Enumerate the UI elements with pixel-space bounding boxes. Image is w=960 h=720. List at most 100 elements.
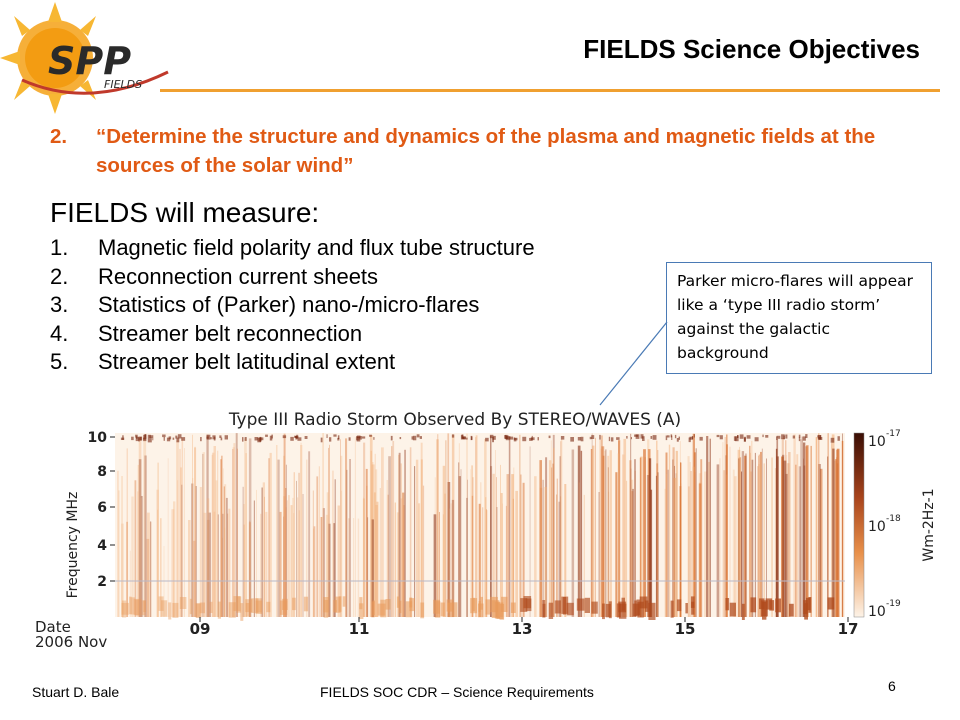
spectrogram-streak (345, 438, 348, 617)
list-text: Reconnection current sheets (98, 263, 379, 289)
spectrogram-streak (475, 437, 477, 617)
spectrogram-top-noise (485, 437, 489, 442)
spectrogram-streak (439, 512, 440, 617)
spectrogram-streak (256, 489, 257, 617)
spectrogram-streak (167, 458, 169, 617)
spectrogram-streak (475, 435, 478, 617)
spectrogram-streak (650, 489, 653, 617)
spectrogram-band (648, 602, 656, 620)
spectrogram-band (359, 597, 363, 610)
spectrogram-top-noise (135, 436, 139, 442)
spectrogram-streak (590, 449, 593, 617)
spectrogram-streak (156, 489, 159, 617)
spectrogram-top-noise (580, 436, 584, 442)
spectrogram-top-noise (373, 437, 375, 440)
spectrogram-top-noise (608, 436, 611, 442)
spectrogram-streak (179, 448, 181, 617)
spectrogram-streak (482, 507, 484, 617)
spectrogram-band (122, 600, 127, 618)
spectrogram-streak (605, 449, 607, 617)
spectrogram-streak (298, 472, 300, 617)
spectrogram-streak (447, 433, 450, 617)
spectrogram-streak (668, 444, 671, 617)
spectrogram-streak (520, 474, 522, 617)
spectrogram-top-noise (746, 435, 751, 439)
spectrogram-top-noise (390, 435, 393, 441)
spectrogram-top-noise (522, 436, 527, 442)
spectrogram-streak (202, 453, 204, 617)
spectrogram-streak (279, 511, 282, 617)
spectrogram-streak (775, 448, 778, 617)
spectrogram-top-noise (548, 435, 551, 439)
spectrogram-streak (403, 505, 405, 617)
spectrogram-band (765, 598, 773, 610)
spectrogram-streak (243, 504, 245, 617)
spectrogram-top-noise (462, 436, 466, 440)
spectrogram-streak (129, 550, 131, 617)
spectrogram-band (405, 601, 413, 618)
spectrogram-streak (492, 473, 495, 617)
spectrogram-streak (340, 455, 343, 617)
spectrogram-streak (302, 494, 304, 617)
spectrogram-top-noise (259, 436, 262, 442)
spectrogram-top-noise (140, 436, 142, 441)
spectrogram-streak (117, 470, 119, 617)
spectrogram-streak (559, 456, 561, 617)
spectrogram-streak (346, 469, 348, 617)
list-text: Streamer belt reconnection (98, 320, 363, 346)
spectrogram-streak (639, 457, 642, 617)
spectrogram-streak (400, 498, 403, 617)
spectrogram-top-noise (326, 434, 328, 438)
spectrogram-streak (496, 477, 497, 617)
spectrogram-band (775, 598, 781, 613)
spectrogram-band (303, 596, 309, 612)
spectrogram-streak (622, 454, 625, 617)
spectrogram-top-noise (168, 436, 172, 440)
spectrogram-top-noise (224, 435, 228, 440)
spectrogram-streak (422, 485, 425, 617)
spectrogram-streak (801, 436, 803, 617)
spectrogram-streak (290, 505, 293, 617)
spectrogram-streak (367, 517, 369, 617)
spectrogram-streak (604, 450, 606, 617)
spectrogram-streak (506, 474, 510, 617)
spectrogram-streak (300, 445, 303, 617)
spectrogram-streak (716, 464, 720, 617)
spectrogram-top-noise (177, 434, 182, 439)
measure-heading: FIELDS will measure: (50, 197, 320, 228)
spectrogram-streak (449, 508, 450, 617)
spectrogram-streak (242, 486, 244, 617)
colorbar-label: Wm-2Hz-1 (921, 488, 937, 561)
spectrogram-streak (556, 478, 558, 617)
spectrogram-streak (629, 460, 632, 617)
spectrogram-streak (276, 445, 278, 617)
spectrogram-band (266, 601, 271, 613)
spectrogram-streak (560, 496, 562, 617)
list-number: 3. (50, 292, 69, 317)
spectrogram-streak (188, 520, 191, 617)
spectrogram-top-noise (510, 436, 514, 440)
spectrogram-streak (580, 450, 583, 617)
spectrogram-streak (134, 480, 137, 617)
spectrogram-band (168, 602, 172, 620)
spectrogram-streak (298, 510, 300, 617)
spectrogram-band (485, 599, 491, 615)
logo-subtext: FIELDS (104, 78, 142, 91)
spectrogram-streak (732, 469, 735, 617)
spectrogram-top-noise (781, 434, 785, 440)
spectrogram-streak (609, 450, 612, 617)
spectrogram-streak (672, 447, 675, 617)
objective-text: “Determine the structure and dynamics of… (96, 125, 876, 177)
spectrogram-band (129, 596, 132, 615)
spectrogram-streak (692, 466, 695, 617)
spectrogram-streak (224, 484, 227, 617)
spectrogram-top-noise (269, 435, 273, 441)
spectrogram-top-noise (735, 436, 739, 442)
spectrogram-band (279, 600, 288, 615)
spectrogram-band (359, 603, 364, 619)
spectrogram-streak (297, 497, 299, 617)
spectrogram-streak (137, 464, 140, 617)
spectrogram-streak (689, 462, 691, 617)
spectrogram-top-noise (640, 434, 644, 439)
spectrogram-streak (329, 444, 330, 617)
